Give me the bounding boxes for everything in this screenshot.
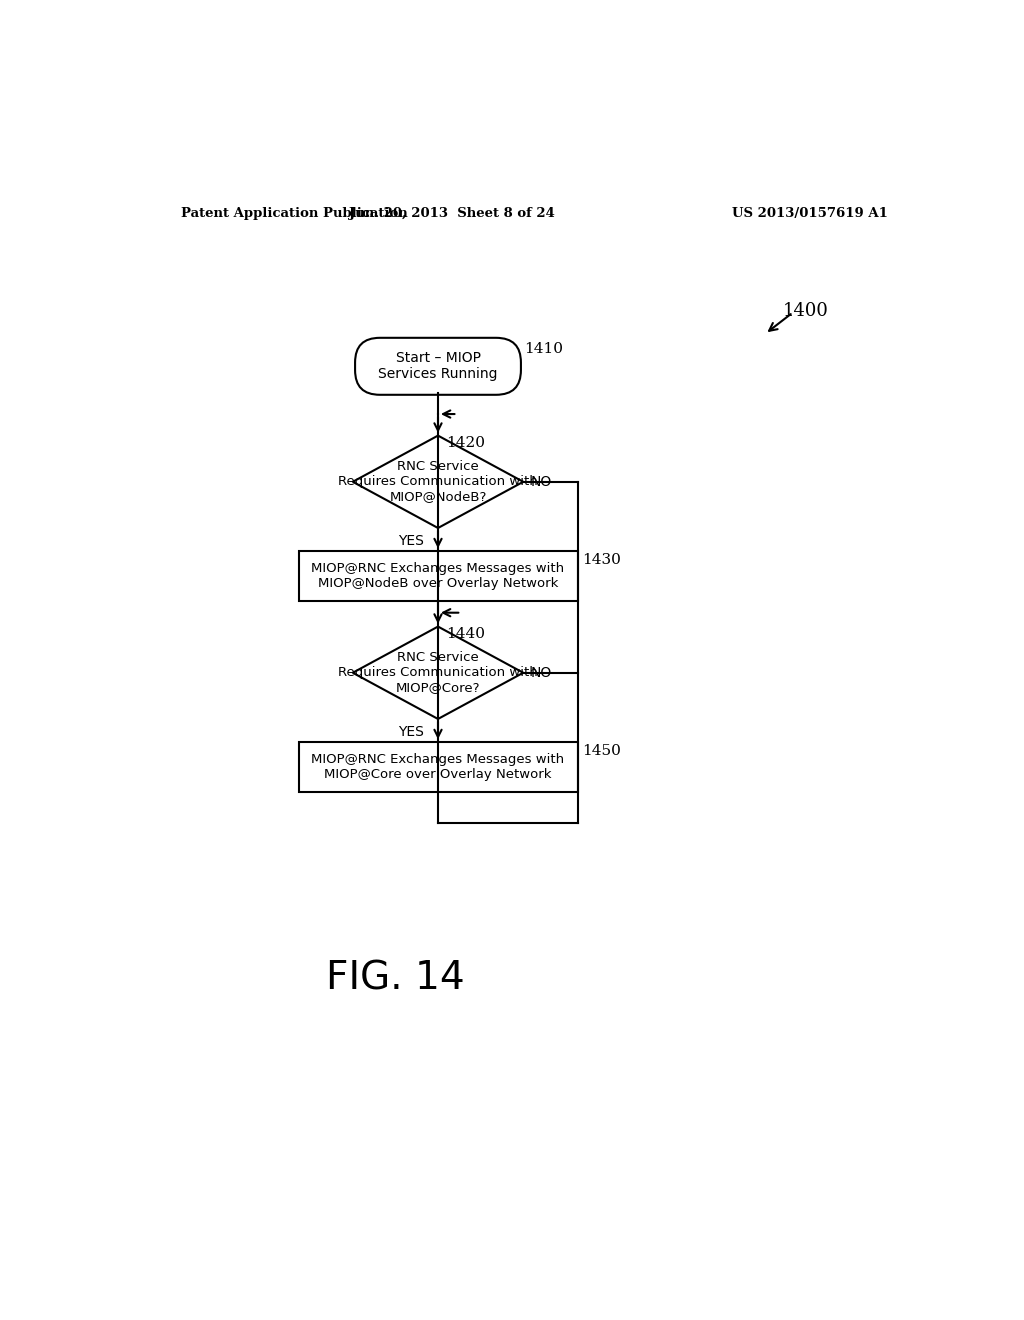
Text: RNC Service
Requires Communication with
MIOP@NodeB?: RNC Service Requires Communication with … [338, 461, 538, 503]
FancyBboxPatch shape [299, 552, 578, 601]
FancyBboxPatch shape [299, 742, 578, 792]
Text: Jun. 20, 2013  Sheet 8 of 24: Jun. 20, 2013 Sheet 8 of 24 [349, 207, 555, 220]
Text: NO: NO [531, 665, 552, 680]
Text: Patent Application Publication: Patent Application Publication [180, 207, 408, 220]
FancyBboxPatch shape [355, 338, 521, 395]
Text: MIOP@RNC Exchanges Messages with
MIOP@NodeB over Overlay Network: MIOP@RNC Exchanges Messages with MIOP@No… [311, 562, 564, 590]
Polygon shape [352, 627, 523, 719]
Text: 1450: 1450 [583, 744, 621, 758]
Text: 1410: 1410 [524, 342, 563, 355]
Text: 1400: 1400 [783, 302, 828, 319]
Text: RNC Service
Requires Communication with
MIOP@Core?: RNC Service Requires Communication with … [338, 651, 538, 694]
Text: MIOP@RNC Exchanges Messages with
MIOP@Core over Overlay Network: MIOP@RNC Exchanges Messages with MIOP@Co… [311, 754, 564, 781]
Text: Start – MIOP
Services Running: Start – MIOP Services Running [378, 351, 498, 381]
Text: 1420: 1420 [445, 437, 484, 450]
Text: US 2013/0157619 A1: US 2013/0157619 A1 [732, 207, 889, 220]
Polygon shape [352, 436, 523, 528]
Text: YES: YES [398, 535, 424, 548]
Text: 1440: 1440 [445, 627, 484, 642]
Text: NO: NO [531, 475, 552, 488]
Text: 1430: 1430 [583, 553, 621, 568]
Text: YES: YES [398, 725, 424, 739]
Text: FIG. 14: FIG. 14 [326, 960, 465, 998]
